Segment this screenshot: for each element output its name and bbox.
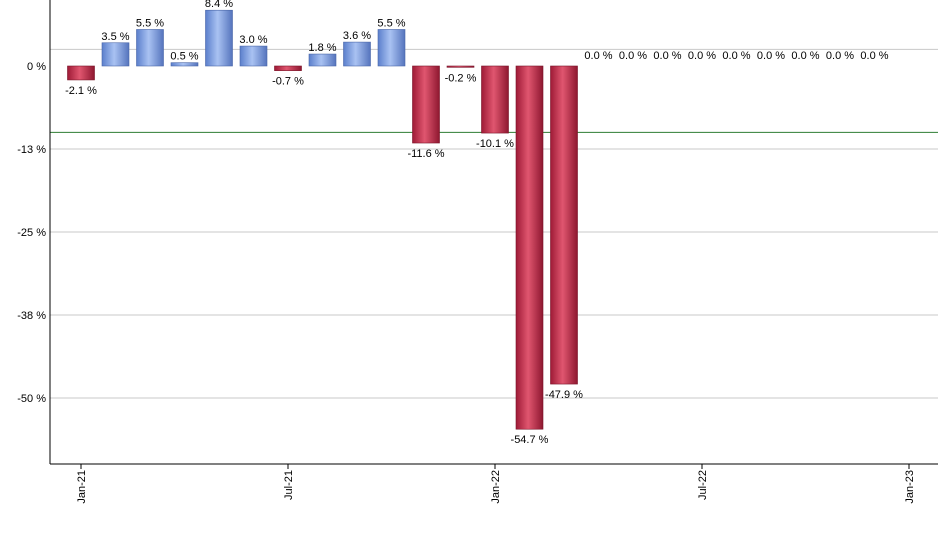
data-label: -2.1 % [65, 85, 97, 97]
y-tick-label: -25 % [17, 227, 46, 239]
data-label: 5.5 % [377, 17, 405, 29]
bar-positive [136, 29, 164, 67]
y-tick-label: -13 % [17, 144, 46, 156]
bar-positive [205, 9, 233, 67]
data-label: 0.0 % [653, 50, 681, 62]
data-label: -10.1 % [476, 138, 514, 150]
bar-positive [239, 45, 268, 67]
data-label: 0.0 % [826, 50, 854, 62]
data-label: 0.0 % [860, 50, 888, 62]
data-label: 0.0 % [722, 50, 750, 62]
bar-negative [412, 65, 440, 144]
x-tick-label: Jan-22 [490, 470, 502, 504]
x-tick-label: Jul-21 [283, 470, 295, 500]
bar-positive [308, 53, 337, 67]
data-label: -0.2 % [445, 72, 477, 84]
bar-negative [550, 65, 578, 385]
data-label: 3.5 % [101, 31, 129, 43]
bar-negative [515, 65, 544, 430]
x-tick-label: Jul-22 [697, 470, 709, 500]
data-label: 0.0 % [757, 50, 785, 62]
data-label: 5.5 % [136, 17, 164, 29]
data-label: 3.6 % [343, 30, 371, 42]
data-label: -0.7 % [272, 76, 304, 88]
bar-negative [67, 65, 95, 81]
data-label: 0.5 % [170, 51, 198, 63]
data-label: 3.0 % [239, 34, 267, 46]
x-tick-label: Jan-21 [76, 470, 88, 504]
data-labels: -2.1 % 3.5 % 5.5 % 0.5 % 8.4 % 3.0 % -0.7 % 1.8… [65, 0, 889, 446]
bar-negative [446, 65, 475, 68]
data-label: 1.8 % [308, 42, 336, 54]
data-label: 8.4 % [205, 0, 233, 10]
data-label: -11.6 % [407, 148, 444, 160]
bar-negative [481, 65, 509, 134]
data-label: -47.9 % [545, 389, 583, 401]
bar-negative [274, 65, 302, 71]
data-label: 0.0 % [584, 50, 612, 62]
data-label: 0.0 % [791, 50, 819, 62]
grid-lines [50, 48, 938, 399]
bar-positive [377, 29, 406, 67]
bars [67, 9, 578, 430]
y-tick-label: 0 % [27, 61, 46, 73]
bar-positive [170, 62, 199, 67]
data-label: 0.0 % [619, 50, 647, 62]
axes: 0 % -13 % -25 % -38 % -50 % Jan-21 Jul-21 Jan-2… [17, 0, 938, 504]
data-label: 0.0 % [688, 50, 716, 62]
x-tick-label: Jan-23 [904, 470, 916, 504]
bar-positive [101, 42, 130, 67]
y-tick-label: -38 % [17, 310, 46, 322]
data-label: -54.7 % [511, 434, 549, 446]
y-tick-label: -50 % [17, 393, 46, 405]
bar-positive [343, 41, 371, 67]
